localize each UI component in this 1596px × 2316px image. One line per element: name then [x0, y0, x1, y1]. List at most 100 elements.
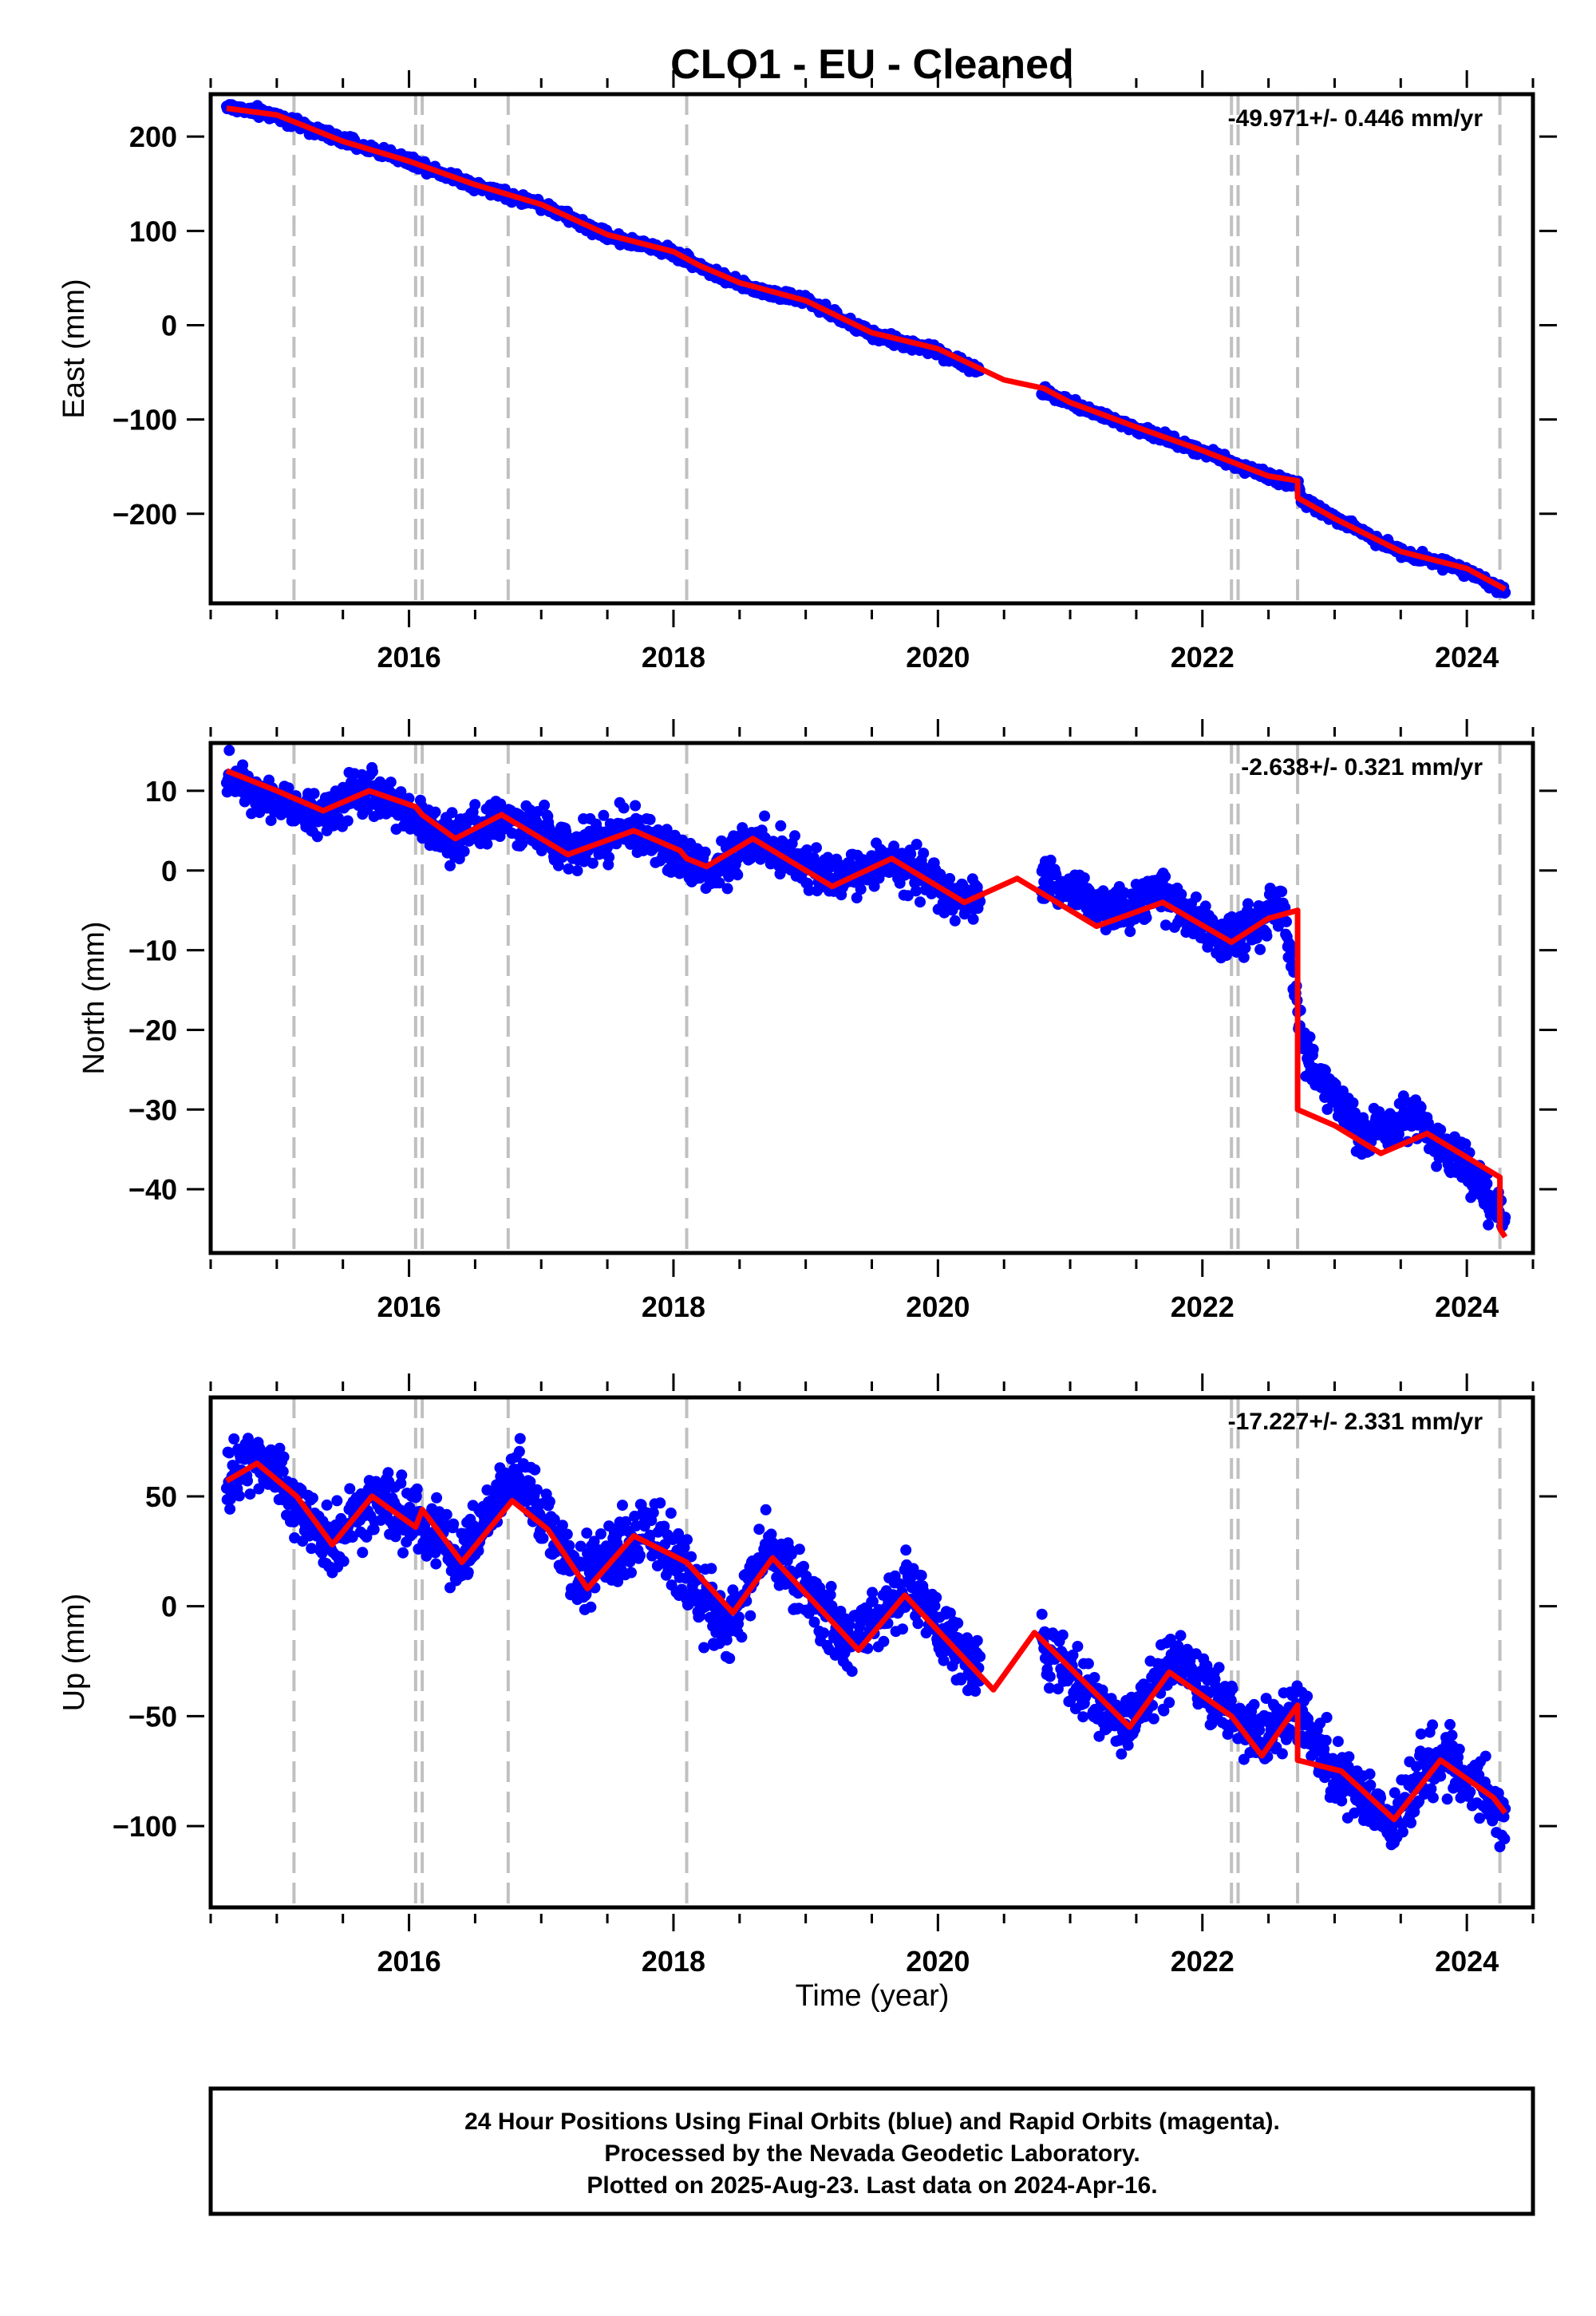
- data-point: [724, 1653, 736, 1664]
- data-point: [389, 1531, 401, 1543]
- y-tick-label: 10: [145, 775, 177, 808]
- data-point: [1199, 900, 1211, 912]
- data-point: [938, 1654, 950, 1666]
- data-point: [789, 830, 800, 842]
- data-point: [952, 1617, 964, 1629]
- data-point: [634, 1550, 646, 1561]
- data-point: [278, 1451, 290, 1463]
- data-point: [321, 1499, 333, 1511]
- x-tick-label: 2016: [377, 641, 441, 674]
- data-point: [851, 892, 863, 903]
- data-point: [825, 1580, 837, 1592]
- data-point: [429, 1547, 441, 1559]
- y-tick-label: 100: [129, 215, 177, 247]
- data-point: [970, 1686, 982, 1697]
- data-point: [1116, 1748, 1128, 1760]
- data-point: [571, 865, 583, 876]
- data-point: [448, 1518, 460, 1530]
- data-point: [556, 1520, 568, 1531]
- data-point: [745, 1610, 757, 1622]
- data-point: [446, 807, 458, 819]
- x-tick-label: 2024: [1435, 1290, 1499, 1323]
- data-point: [912, 1618, 924, 1630]
- data-point: [1159, 919, 1171, 931]
- data-point: [682, 1599, 694, 1611]
- data-point: [897, 1623, 908, 1635]
- data-point: [611, 1537, 623, 1549]
- data-point: [1175, 1630, 1187, 1642]
- plot-area: [220, 94, 1511, 603]
- data-point: [644, 813, 656, 825]
- data-point: [587, 857, 598, 869]
- data-point: [396, 1469, 408, 1481]
- data-point: [612, 1575, 624, 1587]
- data-point: [930, 1591, 942, 1603]
- data-point: [1124, 926, 1136, 938]
- data-point: [344, 1483, 356, 1495]
- data-point: [588, 1535, 600, 1547]
- data-point: [1148, 1713, 1159, 1725]
- data-point: [539, 799, 551, 811]
- data-point: [681, 1534, 693, 1546]
- data-point: [1276, 886, 1288, 898]
- data-point: [1067, 1649, 1079, 1661]
- x-tick-label: 2022: [1171, 641, 1235, 674]
- data-point: [395, 1477, 407, 1489]
- data-point: [1242, 898, 1254, 910]
- data-point: [732, 869, 744, 881]
- data-point: [775, 820, 787, 832]
- data-point: [462, 1567, 474, 1579]
- data-point: [233, 1490, 245, 1502]
- data-point: [385, 777, 397, 788]
- data-point: [1045, 854, 1057, 866]
- data-point: [676, 1583, 688, 1595]
- data-point: [361, 1531, 373, 1543]
- data-point: [721, 883, 733, 895]
- data-point: [944, 872, 956, 884]
- data-point: [915, 1570, 927, 1582]
- data-point: [1057, 1629, 1069, 1641]
- data-point: [1286, 945, 1298, 957]
- data-point: [548, 1514, 560, 1525]
- data-point: [595, 1528, 606, 1539]
- data-point: [900, 1544, 912, 1556]
- data-point: [808, 1616, 820, 1628]
- plot-area: [220, 743, 1511, 1253]
- data-point: [803, 884, 815, 896]
- data-point: [868, 880, 880, 892]
- data-point: [647, 1507, 659, 1519]
- data-point: [228, 1433, 240, 1445]
- data-point: [1349, 1107, 1361, 1119]
- x-tick-label: 2024: [1435, 641, 1499, 674]
- data-point: [431, 1492, 443, 1504]
- y-tick-label: 200: [129, 121, 177, 153]
- panel-north: 2016 2018 2020 2022 2024−40−30−20−10010North…: [77, 719, 1557, 1323]
- data-point: [338, 1555, 350, 1567]
- data-point: [563, 863, 575, 875]
- data-point: [458, 845, 470, 857]
- data-point: [733, 1611, 745, 1623]
- data-point: [1164, 1634, 1176, 1645]
- data-point: [367, 765, 378, 777]
- data-point: [759, 810, 771, 822]
- data-point: [346, 1531, 358, 1543]
- y-tick-label: −30: [128, 1093, 177, 1126]
- data-point: [561, 1528, 573, 1540]
- data-point: [911, 839, 922, 850]
- data-point: [1044, 1682, 1055, 1694]
- data-point: [626, 1567, 637, 1579]
- data-point: [332, 812, 344, 824]
- data-point: [444, 860, 456, 871]
- data-point: [785, 1548, 797, 1560]
- y-tick-label: 0: [161, 855, 177, 887]
- data-point: [902, 890, 914, 902]
- data-point: [855, 883, 867, 895]
- data-point: [242, 1475, 253, 1487]
- data-point: [368, 1524, 380, 1535]
- data-point: [753, 1524, 765, 1535]
- data-point: [598, 809, 610, 821]
- y-axis-label: East (mm): [57, 279, 91, 418]
- data-point: [1397, 1090, 1409, 1102]
- model-line: [225, 768, 1508, 1239]
- data-point: [429, 806, 441, 818]
